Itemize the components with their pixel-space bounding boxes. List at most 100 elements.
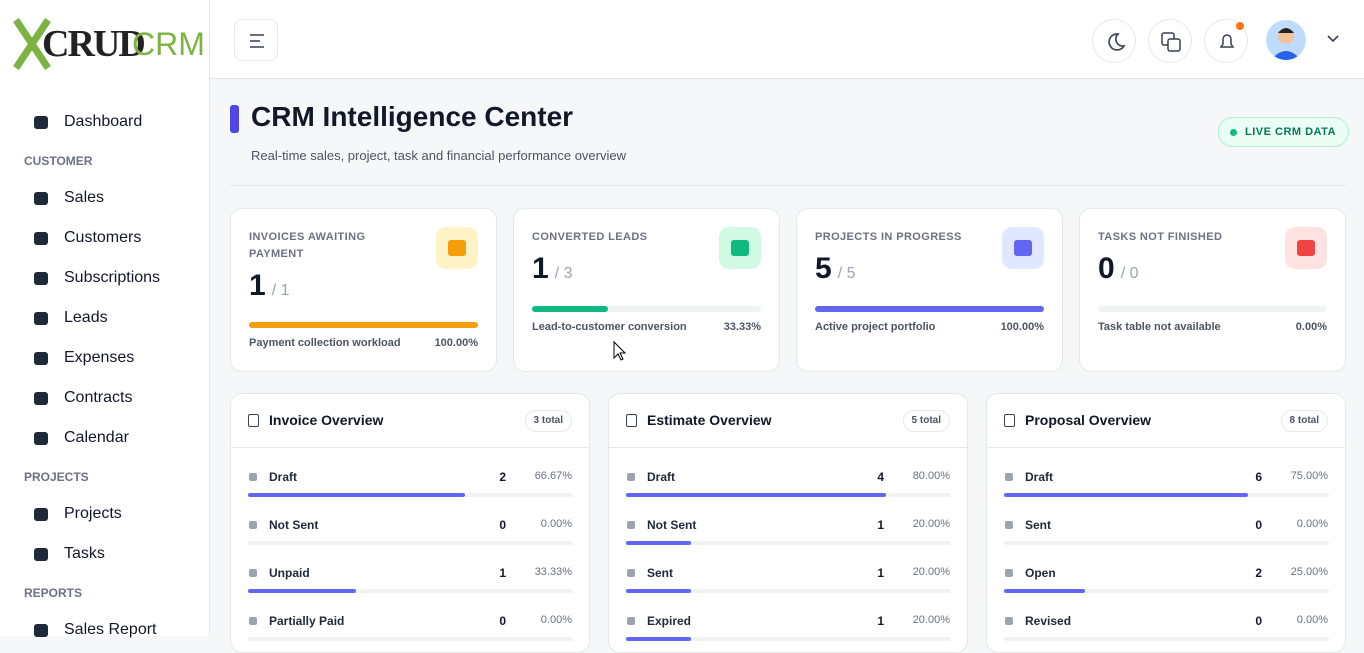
row-percent: 0.00% (1296, 518, 1328, 530)
kpi-label: CONVERTED LEADS (532, 231, 648, 243)
overview-panel: Estimate Overview 5 total Draft 4 80.00% Not … (608, 393, 968, 653)
panel-icon (248, 414, 259, 427)
kpi-icon-glyph (1297, 240, 1315, 256)
kpi-value: 5 (815, 252, 832, 285)
translate-icon (1161, 32, 1181, 52)
panel-total: 8 total (1280, 410, 1328, 432)
row-percent: 80.00% (912, 470, 950, 482)
nav-item[interactable]: Leads (32, 308, 192, 330)
kpi-value-row: 1 / 1 (249, 269, 289, 303)
kpi-percent: 100.00% (434, 337, 478, 349)
row-icon (249, 521, 257, 529)
kpi-caption: Lead-to-customer conversion (532, 321, 687, 333)
row-track (248, 637, 573, 641)
moon-icon (1108, 33, 1126, 51)
row-bar (248, 493, 465, 497)
panel-title: Invoice Overview (269, 412, 384, 428)
nav-item[interactable]: Contracts (32, 388, 192, 410)
panel-total: 5 total (902, 410, 950, 432)
avatar-image (1271, 28, 1301, 60)
nav-item[interactable]: Projects (32, 504, 192, 526)
kpi-card: TASKS NOT FINISHED 0 / 0 Task table not ava… (1079, 208, 1346, 372)
row-count: 0 (499, 518, 506, 532)
divider (230, 185, 1346, 186)
menu-icon (250, 34, 264, 48)
nav-item[interactable]: Sales (32, 188, 192, 210)
row-percent: 66.67% (534, 470, 572, 482)
nav-icon (34, 548, 48, 561)
row-percent: 20.00% (912, 614, 950, 626)
kpi-track (249, 322, 478, 328)
panel-divider (987, 447, 1345, 448)
menu-toggle[interactable] (234, 19, 278, 61)
row-bar (626, 493, 886, 497)
overview-panel: Proposal Overview 8 total Draft 6 75.00% Sent… (986, 393, 1346, 653)
kpi-value: 0 (1098, 252, 1115, 285)
logo[interactable]: CRUD CRM (12, 16, 206, 72)
kpi-track (815, 306, 1044, 312)
theme-button[interactable] (1092, 19, 1136, 63)
panel-title: Proposal Overview (1025, 412, 1152, 428)
row-label: Not Sent (647, 518, 697, 532)
notifications-button[interactable] (1204, 19, 1248, 63)
row-track (1004, 493, 1329, 497)
logo-mark: CRUD (42, 23, 146, 65)
avatar[interactable] (1266, 20, 1306, 60)
row-track (626, 493, 951, 497)
row-count: 2 (499, 470, 506, 484)
logo-suffix: CRM (132, 26, 205, 62)
row-bar (626, 541, 691, 545)
nav-icon (34, 116, 48, 129)
badge-text: LIVE CRM DATA (1245, 126, 1337, 138)
nav-item[interactable]: Tasks (32, 544, 192, 566)
kpi-icon-glyph (731, 240, 749, 256)
row-percent: 0.00% (540, 518, 572, 530)
nav-item[interactable]: Dashboard (32, 112, 192, 134)
topbar (210, 0, 1364, 79)
nav-label: Calendar (64, 429, 129, 446)
page: CRUD CRM Dashboard CUSTOMER Sales Customers… (12, 0, 1364, 653)
panel-total: 3 total (524, 410, 572, 432)
row-bar (1004, 589, 1086, 593)
nav-item[interactable]: Expenses (32, 348, 192, 370)
nav-label: Sales Report (64, 621, 157, 638)
nav-item[interactable]: Calendar (32, 428, 192, 450)
row-label: Revised (1025, 614, 1072, 628)
row-count: 4 (877, 470, 884, 484)
row-icon (627, 473, 635, 481)
kpi-icon-glyph (1014, 240, 1032, 256)
avatar-caret[interactable] (1326, 34, 1340, 44)
kpi-icon (436, 227, 478, 269)
live-dot (1230, 129, 1237, 136)
nav-item[interactable]: Customers (32, 228, 192, 250)
kpi-icon (1002, 227, 1044, 269)
nav-icon (34, 624, 48, 637)
kpi-bar (815, 306, 1044, 312)
row-percent: 75.00% (1290, 470, 1328, 482)
nav-icon (34, 352, 48, 365)
nav-item[interactable]: Sales Report (32, 620, 192, 642)
row-percent: 25.00% (1290, 566, 1328, 578)
kpi-label: INVOICES AWAITING PAYMENT (249, 231, 366, 260)
kpi-label: TASKS NOT FINISHED (1098, 231, 1223, 243)
row-count: 1 (877, 566, 884, 580)
panel-divider (609, 447, 967, 448)
nav-label: Customers (64, 229, 142, 246)
language-button[interactable] (1148, 19, 1192, 63)
row-label: Sent (647, 566, 674, 580)
overview-panel: Invoice Overview 3 total Draft 2 66.67% Not S… (230, 393, 590, 653)
nav-item[interactable]: Subscriptions (32, 268, 192, 290)
kpi-caption: Payment collection workload (249, 337, 401, 349)
nav-label: Projects (64, 505, 122, 522)
row-label: Expired (647, 614, 692, 628)
panel-divider (231, 447, 589, 448)
row-count: 6 (1255, 470, 1262, 484)
row-icon (249, 617, 257, 625)
row-bar (626, 637, 691, 641)
row-track (1004, 589, 1329, 593)
row-count: 1 (499, 566, 506, 580)
kpi-bar (249, 322, 478, 328)
kpi-bar (532, 306, 609, 312)
nav-label: Tasks (64, 545, 105, 562)
nav-label: Contracts (64, 389, 133, 406)
